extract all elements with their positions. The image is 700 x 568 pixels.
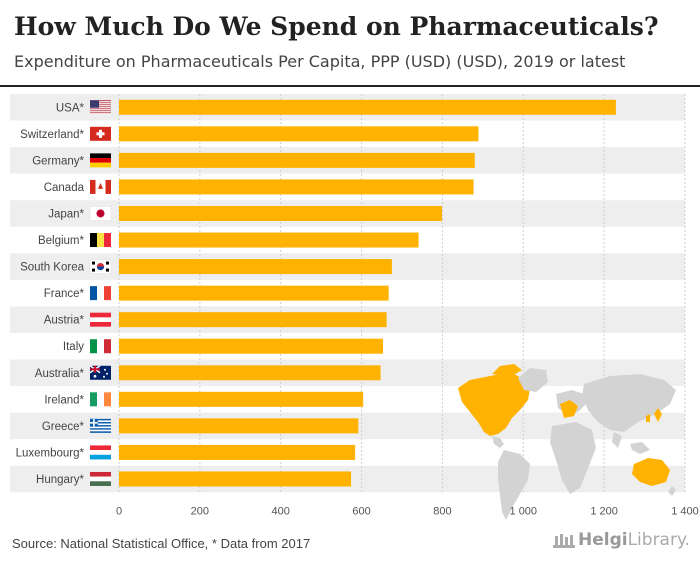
category-label: Switzerland* — [20, 129, 84, 141]
x-tick-label: 1 200 — [590, 505, 618, 517]
flag-hu-icon — [90, 471, 111, 486]
map-region — [498, 450, 530, 520]
category-labels: USA* Switzerland* Germany* Canada Japan* Belg… — [16, 102, 85, 486]
bar — [119, 391, 364, 407]
flag-au-icon — [89, 365, 111, 380]
category-label: Luxembourg* — [16, 447, 85, 459]
bar — [119, 152, 475, 168]
helgi-library-logo[interactable]: HelgiLibrary. — [552, 530, 690, 550]
bar — [119, 99, 616, 115]
bar — [119, 312, 387, 328]
world-map — [458, 364, 676, 520]
map-region — [646, 414, 650, 422]
category-label: Australia* — [35, 368, 85, 380]
flag-lu-icon — [90, 445, 111, 460]
bar — [119, 338, 383, 354]
x-tick-label: 400 — [272, 505, 290, 517]
map-region — [632, 458, 670, 486]
map-region — [654, 408, 662, 422]
x-tick-label: 600 — [352, 505, 370, 517]
bar — [119, 259, 392, 275]
flag-icons — [89, 100, 112, 486]
category-label: Italy — [63, 341, 84, 353]
bar — [119, 179, 474, 195]
category-label: Belgium* — [38, 235, 85, 247]
category-label: Greece* — [42, 421, 85, 433]
map-region — [550, 422, 596, 494]
flag-jp-icon — [89, 206, 112, 221]
chart-subtitle: Expenditure on Pharmaceuticals Per Capit… — [14, 52, 626, 71]
flag-de-icon — [90, 153, 111, 168]
flag-at-icon — [90, 312, 111, 327]
flag-be-icon — [90, 233, 111, 248]
bar — [119, 365, 381, 381]
x-tick-label: 1 000 — [510, 505, 538, 517]
category-label: France* — [44, 288, 85, 300]
category-label: Canada — [44, 182, 85, 194]
map-region — [612, 432, 622, 448]
map-region — [492, 436, 504, 448]
source-note: Source: National Statistical Office, * D… — [12, 536, 311, 551]
x-tick-label: 1 400 — [671, 505, 699, 517]
map-region — [668, 486, 676, 496]
x-tick-label: 0 — [116, 505, 122, 517]
bar — [119, 126, 479, 142]
bar — [119, 285, 389, 301]
flag-gr-icon — [90, 418, 111, 433]
title-divider — [0, 85, 700, 87]
bars — [119, 99, 616, 487]
category-label: Germany* — [32, 155, 84, 167]
category-label: USA* — [56, 102, 85, 114]
bar — [119, 232, 419, 248]
category-label: Ireland* — [44, 394, 84, 406]
flag-ca-icon — [90, 179, 111, 194]
category-label: Japan* — [48, 208, 84, 220]
category-label: Austria* — [44, 315, 85, 327]
bar — [119, 444, 356, 460]
x-axis-ticks: 0 200 400 600 800 1 000 1 200 1 400 — [116, 505, 699, 517]
logo-rest: Library. — [627, 530, 690, 550]
bar-chart: USA* Switzerland* Germany* Canada Japan* Belg… — [10, 94, 699, 520]
map-region — [560, 400, 578, 418]
bar — [119, 205, 443, 221]
category-label: Hungary* — [36, 474, 84, 486]
flag-kr-icon — [89, 259, 112, 274]
map-region — [630, 442, 650, 454]
map-region — [582, 374, 676, 432]
bar — [119, 418, 359, 434]
map-region — [458, 372, 530, 436]
x-tick-label: 200 — [191, 505, 209, 517]
map-region — [492, 364, 522, 376]
x-tick-label: 800 — [433, 505, 451, 517]
category-label: South Korea — [20, 262, 85, 274]
flag-fr-icon — [90, 286, 111, 301]
flag-ie-icon — [90, 392, 111, 407]
flag-ch-icon — [90, 126, 111, 141]
chart-title: How Much Do We Spend on Pharmaceuticals? — [14, 12, 659, 41]
bar — [119, 471, 352, 487]
flag-it-icon — [90, 339, 111, 354]
library-columns-icon — [552, 534, 575, 548]
flag-us-icon — [90, 100, 111, 115]
logo-bold: Helgi — [577, 530, 628, 550]
map-region — [518, 368, 548, 392]
